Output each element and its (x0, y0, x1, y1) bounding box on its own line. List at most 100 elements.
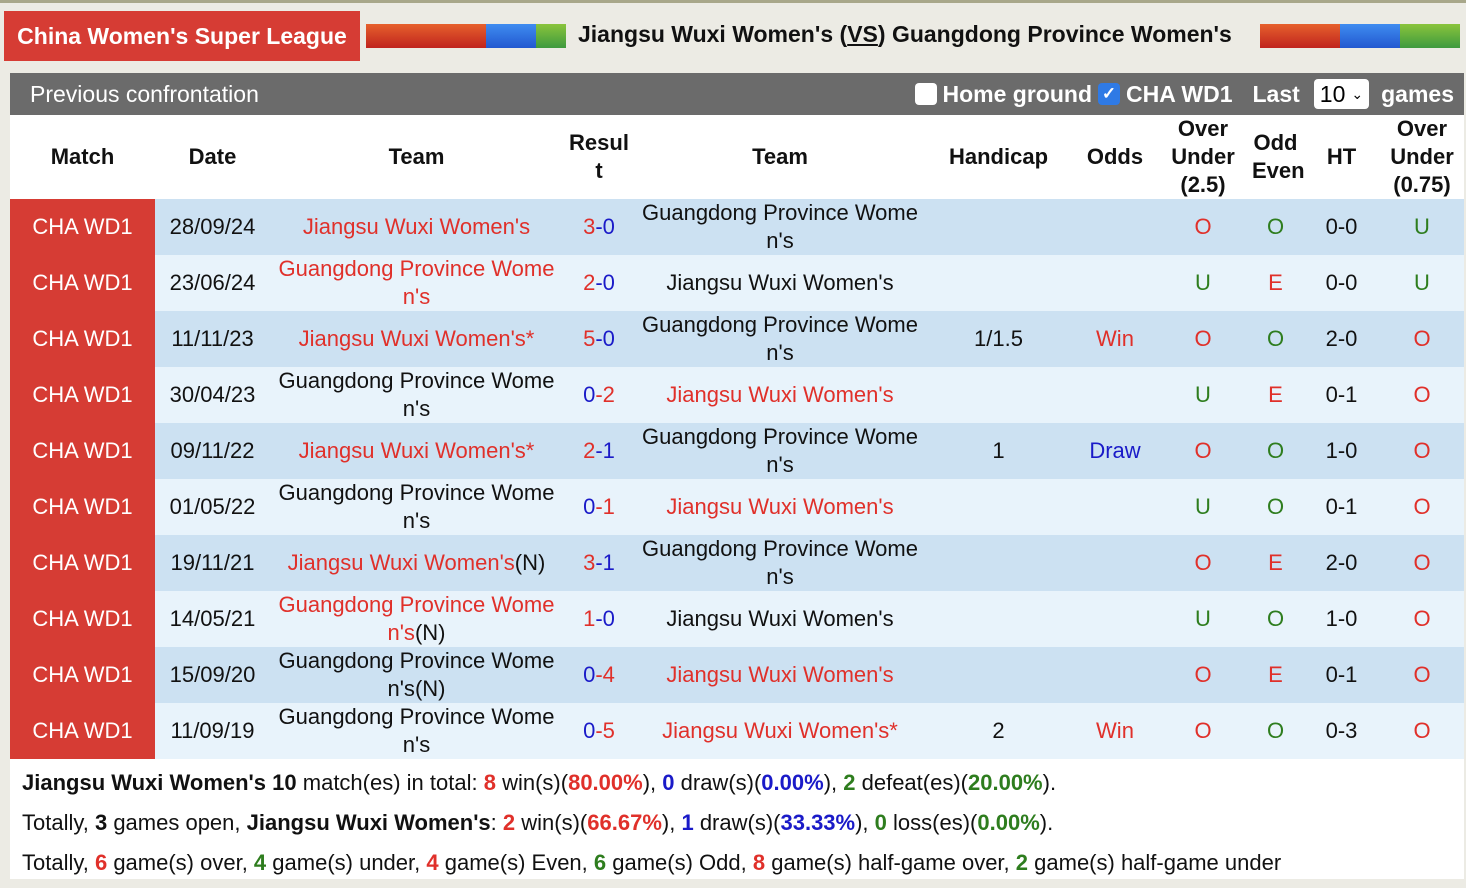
team-name[interactable]: Jiangsu Wuxi Women's (287, 550, 515, 575)
match-league[interactable]: CHA WD1 (10, 703, 155, 759)
away-team-cell[interactable]: Guangdong Province Women's (635, 311, 925, 367)
league-filter-checkbox[interactable]: ✓ (1098, 83, 1121, 105)
result[interactable]: 0-4 (563, 647, 635, 703)
match-league[interactable]: CHA WD1 (10, 199, 155, 255)
home-goals: 2 (583, 438, 596, 463)
team-name[interactable]: Jiangsu Wuxi Women's (666, 382, 894, 407)
home-team-name[interactable]: Jiangsu Wuxi Women's (578, 21, 834, 47)
home-team-cell[interactable]: Guangdong Province Women's(N) (270, 591, 563, 647)
table-row[interactable]: CHA WD1 19/11/21 Jiangsu Wuxi Women's(N)… (10, 535, 1464, 591)
team-name[interactable]: Guangdong Province Women's (278, 256, 555, 309)
team-name[interactable]: Guangdong Province Women's (278, 592, 555, 645)
team-name[interactable]: Guangdong Province Women's (642, 312, 918, 365)
home-team-cell[interactable]: Guangdong Province Women's(N) (270, 647, 563, 703)
table-row[interactable]: CHA WD1 30/04/23 Guangdong Province Wome… (10, 367, 1464, 423)
match-league[interactable]: CHA WD1 (10, 311, 155, 367)
result[interactable]: 2-0 (563, 255, 635, 311)
half-time-score: 0-1 (1303, 367, 1380, 423)
match-league[interactable]: CHA WD1 (10, 647, 155, 703)
match-date: 01/05/22 (155, 479, 270, 535)
match-date: 15/09/20 (155, 647, 270, 703)
result[interactable]: 3-1 (563, 535, 635, 591)
team-name[interactable]: Guangdong Province Women's (642, 200, 918, 253)
match-league[interactable]: CHA WD1 (10, 255, 155, 311)
handicap: 1/1.5 (925, 311, 1072, 367)
table-row[interactable]: CHA WD1 01/05/22 Guangdong Province Wome… (10, 479, 1464, 535)
result[interactable]: 5-0 (563, 311, 635, 367)
odds-result: Win (1072, 703, 1158, 759)
table-row[interactable]: CHA WD1 15/09/20 Guangdong Province Wome… (10, 647, 1464, 703)
away-team-cell[interactable]: Jiangsu Wuxi Women's (635, 367, 925, 423)
team-name[interactable]: Guangdong Province Women's (278, 704, 555, 757)
away-team-cell[interactable]: Jiangsu Wuxi Women's* (635, 703, 925, 759)
result[interactable]: 0-5 (563, 703, 635, 759)
table-row[interactable]: CHA WD1 28/09/24 Jiangsu Wuxi Women's 3-… (10, 199, 1464, 255)
away-team-name[interactable]: Guangdong Province Women's (891, 21, 1232, 47)
away-goals: 0 (602, 270, 615, 295)
last-games-select[interactable]: 10 ⌄ (1313, 79, 1370, 109)
table-row[interactable]: CHA WD1 23/06/24 Guangdong Province Wome… (10, 255, 1464, 311)
match-league[interactable]: CHA WD1 (10, 591, 155, 647)
away-team-cell[interactable]: Jiangsu Wuxi Women's (635, 255, 925, 311)
team-name[interactable]: Jiangsu Wuxi Women's* (662, 718, 898, 743)
match-date: 19/11/21 (155, 535, 270, 591)
match-league[interactable]: CHA WD1 (10, 367, 155, 423)
league-title[interactable]: China Women's Super League (4, 11, 360, 61)
home-team-cell[interactable]: Guangdong Province Women's (270, 367, 563, 423)
team-name[interactable]: Jiangsu Wuxi Women's (666, 606, 894, 631)
results-table: Match Date Team Result Team Handicap Odds Over … (10, 115, 1464, 759)
table-row[interactable]: CHA WD1 11/09/19 Guangdong Province Wome… (10, 703, 1464, 759)
over-under-0-75: O (1380, 703, 1464, 759)
over-under-2-5: O (1158, 647, 1248, 703)
result[interactable]: 3-0 (563, 199, 635, 255)
over-under-0-75: O (1380, 367, 1464, 423)
vs-link[interactable]: VS (847, 21, 878, 47)
away-team-cell[interactable]: Guangdong Province Women's (635, 423, 925, 479)
team-name[interactable]: Jiangsu Wuxi Women's* (298, 326, 535, 351)
home-team-cell[interactable]: Jiangsu Wuxi Women's (270, 199, 563, 255)
home-team-cell[interactable]: Jiangsu Wuxi Women's* (270, 311, 563, 367)
home-team-cell[interactable]: Guangdong Province Women's (270, 255, 563, 311)
team-name[interactable]: Jiangsu Wuxi Women's (302, 214, 531, 239)
home-goals: 5 (583, 326, 596, 351)
result[interactable]: 0-2 (563, 367, 635, 423)
match-league[interactable]: CHA WD1 (10, 423, 155, 479)
result[interactable]: 2-1 (563, 423, 635, 479)
over-under-2-5: U (1158, 367, 1248, 423)
home-team-cell[interactable]: Jiangsu Wuxi Women's* (270, 423, 563, 479)
away-team-cell[interactable]: Guangdong Province Women's (635, 199, 925, 255)
team-name[interactable]: Jiangsu Wuxi Women's (666, 494, 894, 519)
odds-result (1072, 255, 1158, 311)
table-row[interactable]: CHA WD1 14/05/21 Guangdong Province Wome… (10, 591, 1464, 647)
match-league[interactable]: CHA WD1 (10, 479, 155, 535)
home-ground-checkbox[interactable] (914, 83, 937, 105)
half-time-score: 0-0 (1303, 255, 1380, 311)
over-under-2-5: U (1158, 591, 1248, 647)
team-name[interactable]: Jiangsu Wuxi Women's (666, 270, 894, 295)
match-league[interactable]: CHA WD1 (10, 535, 155, 591)
table-row[interactable]: CHA WD1 11/11/23 Jiangsu Wuxi Women's* 5… (10, 311, 1464, 367)
result[interactable]: 1-0 (563, 591, 635, 647)
home-team-cell[interactable]: Guangdong Province Women's (270, 479, 563, 535)
team-name[interactable]: Guangdong Province Women's (278, 480, 555, 533)
odds-result (1072, 479, 1158, 535)
odd-even: O (1248, 479, 1303, 535)
team-name[interactable]: Guangdong Province Women's (642, 536, 918, 589)
team-name[interactable]: Guangdong Province Women's (278, 648, 555, 701)
team-name[interactable]: Jiangsu Wuxi Women's (666, 662, 894, 687)
away-team-cell[interactable]: Jiangsu Wuxi Women's (635, 591, 925, 647)
team-name[interactable]: Guangdong Province Women's (278, 368, 555, 421)
over-under-0-75: O (1380, 535, 1464, 591)
table-row[interactable]: CHA WD1 09/11/22 Jiangsu Wuxi Women's* 2… (10, 423, 1464, 479)
home-team-cell[interactable]: Jiangsu Wuxi Women's(N) (270, 535, 563, 591)
match-date: 14/05/21 (155, 591, 270, 647)
team-name[interactable]: Jiangsu Wuxi Women's* (298, 438, 535, 463)
home-team-cell[interactable]: Guangdong Province Women's (270, 703, 563, 759)
result[interactable]: 0-1 (563, 479, 635, 535)
away-team-cell[interactable]: Guangdong Province Women's (635, 535, 925, 591)
half-time-score: 0-1 (1303, 479, 1380, 535)
handicap (925, 591, 1072, 647)
away-team-cell[interactable]: Jiangsu Wuxi Women's (635, 647, 925, 703)
team-name[interactable]: Guangdong Province Women's (642, 424, 918, 477)
away-team-cell[interactable]: Jiangsu Wuxi Women's (635, 479, 925, 535)
